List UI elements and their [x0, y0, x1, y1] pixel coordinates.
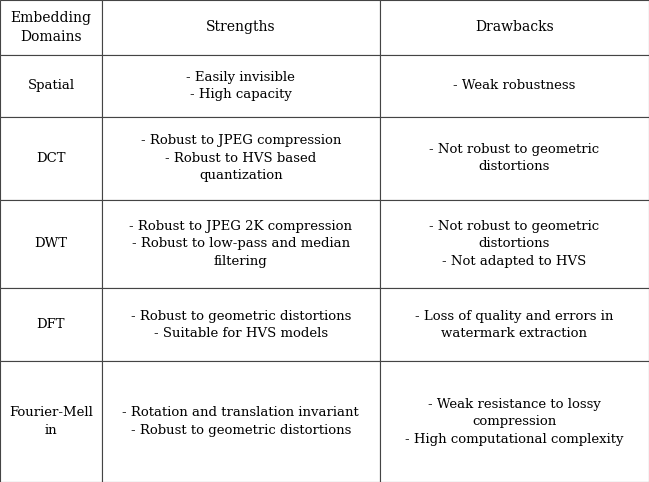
Text: Spatial: Spatial: [27, 80, 75, 92]
Bar: [380, 200, 649, 288]
Bar: [380, 55, 649, 117]
Bar: [380, 362, 649, 482]
Bar: [102, 362, 380, 482]
Bar: [380, 288, 649, 362]
Text: Fourier-Mell
in: Fourier-Mell in: [9, 406, 93, 437]
Text: - Not robust to geometric
distortions
- Not adapted to HVS: - Not robust to geometric distortions - …: [429, 220, 600, 268]
Text: - Not robust to geometric
distortions: - Not robust to geometric distortions: [429, 143, 600, 174]
Text: - Loss of quality and errors in
watermark extraction: - Loss of quality and errors in watermar…: [415, 309, 613, 340]
Text: - Easily invisible
- High capacity: - Easily invisible - High capacity: [186, 70, 295, 101]
Bar: [0, 288, 102, 362]
Bar: [102, 200, 380, 288]
Bar: [0, 117, 102, 200]
Text: - Robust to JPEG 2K compression
- Robust to low-pass and median
filtering: - Robust to JPEG 2K compression - Robust…: [129, 220, 352, 268]
Text: - Rotation and translation invariant
- Robust to geometric distortions: - Rotation and translation invariant - R…: [123, 406, 359, 437]
Bar: [102, 55, 380, 117]
Bar: [0, 362, 102, 482]
Bar: [102, 117, 380, 200]
Text: Drawbacks: Drawbacks: [475, 20, 554, 35]
Text: Strengths: Strengths: [206, 20, 276, 35]
Bar: [0, 200, 102, 288]
Text: - Weak resistance to lossy
compression
- High computational complexity: - Weak resistance to lossy compression -…: [405, 398, 624, 446]
Text: DWT: DWT: [34, 238, 67, 250]
Text: - Robust to JPEG compression
- Robust to HVS based
quantization: - Robust to JPEG compression - Robust to…: [141, 134, 341, 182]
Text: Embedding
Domains: Embedding Domains: [10, 11, 92, 44]
Bar: [0, 0, 102, 55]
Text: - Robust to geometric distortions
- Suitable for HVS models: - Robust to geometric distortions - Suit…: [130, 309, 351, 340]
Bar: [102, 288, 380, 362]
Text: DCT: DCT: [36, 152, 66, 164]
Bar: [102, 0, 380, 55]
Text: DFT: DFT: [37, 319, 65, 331]
Bar: [380, 117, 649, 200]
Text: - Weak robustness: - Weak robustness: [453, 80, 576, 92]
Bar: [380, 0, 649, 55]
Bar: [0, 55, 102, 117]
